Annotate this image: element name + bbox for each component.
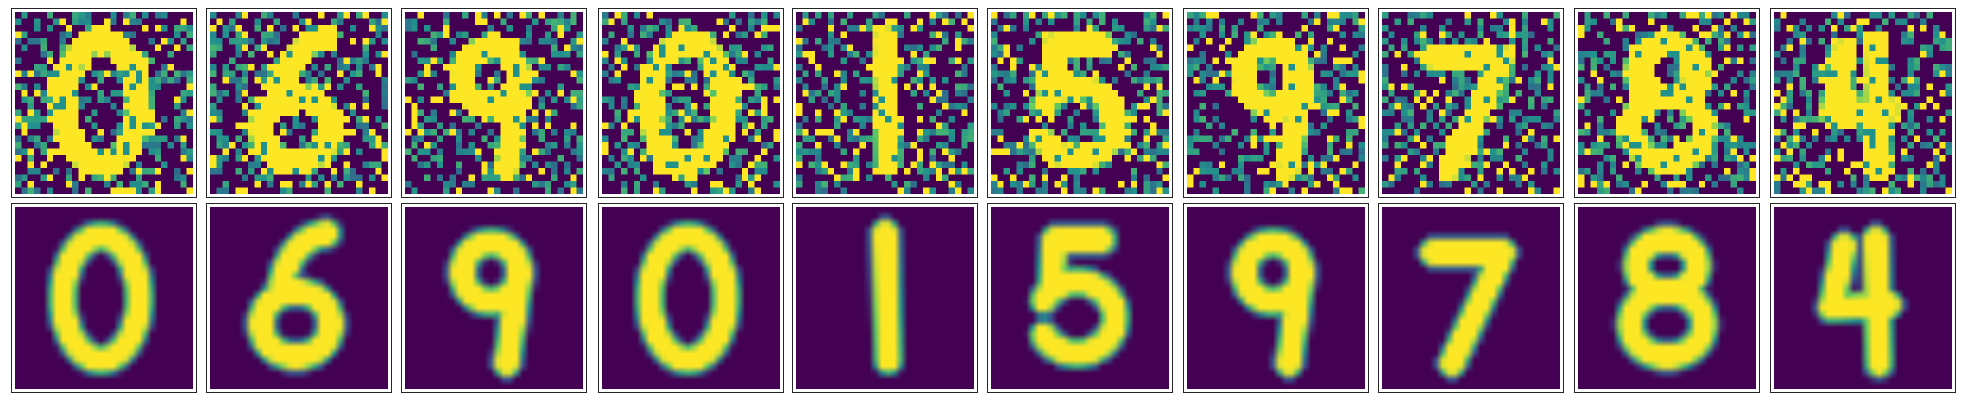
- reconstructed-digit-8-panel: [1574, 203, 1760, 393]
- reconstructed-digit-0-image: [15, 207, 193, 389]
- reconstructed-digit-0b-image: [602, 207, 780, 389]
- noisy-digit-9b-image: [1187, 12, 1365, 194]
- noisy-digit-0b-panel: [598, 8, 784, 198]
- noisy-digit-8-panel: [1574, 8, 1760, 198]
- reconstructed-digit-4-image: [1774, 207, 1952, 389]
- noisy-digit-5-panel: [987, 8, 1173, 198]
- noisy-digit-0b-image: [602, 12, 780, 194]
- reconstructed-digit-5-panel: [987, 203, 1173, 393]
- noisy-digit-7-image: [1382, 12, 1560, 194]
- noisy-digit-5-image: [991, 12, 1169, 194]
- reconstructed-digit-6-image: [210, 207, 388, 389]
- reconstructed-digit-9b-panel: [1183, 203, 1369, 393]
- noisy-digit-4-panel: [1770, 8, 1956, 198]
- noisy-digit-9-panel: [401, 8, 587, 198]
- reconstructed-digit-0-panel: [11, 203, 197, 393]
- noisy-digit-9b-panel: [1183, 8, 1369, 198]
- noisy-input-row: [0, 8, 1978, 198]
- reconstructed-digit-1-image: [796, 207, 974, 389]
- reconstructed-digit-4-panel: [1770, 203, 1956, 393]
- reconstructed-digit-6-panel: [206, 203, 392, 393]
- noisy-digit-1-image: [796, 12, 974, 194]
- noisy-digit-6-image: [210, 12, 388, 194]
- noisy-digit-0-panel: [11, 8, 197, 198]
- noisy-digit-9-image: [405, 12, 583, 194]
- reconstructed-output-row: [0, 203, 1978, 393]
- noisy-digit-4-image: [1774, 12, 1952, 194]
- reconstructed-digit-9b-image: [1187, 207, 1365, 389]
- reconstructed-digit-5-image: [991, 207, 1169, 389]
- reconstructed-digit-9-panel: [401, 203, 587, 393]
- reconstructed-digit-9-image: [405, 207, 583, 389]
- reconstructed-digit-7-image: [1382, 207, 1560, 389]
- noisy-digit-8-image: [1578, 12, 1756, 194]
- noisy-digit-7-panel: [1378, 8, 1564, 198]
- reconstructed-digit-8-image: [1578, 207, 1756, 389]
- reconstructed-digit-0b-panel: [598, 203, 784, 393]
- reconstructed-digit-1-panel: [792, 203, 978, 393]
- noisy-digit-6-panel: [206, 8, 392, 198]
- noisy-digit-0-image: [15, 12, 193, 194]
- noisy-digit-1-panel: [792, 8, 978, 198]
- reconstructed-digit-7-panel: [1378, 203, 1564, 393]
